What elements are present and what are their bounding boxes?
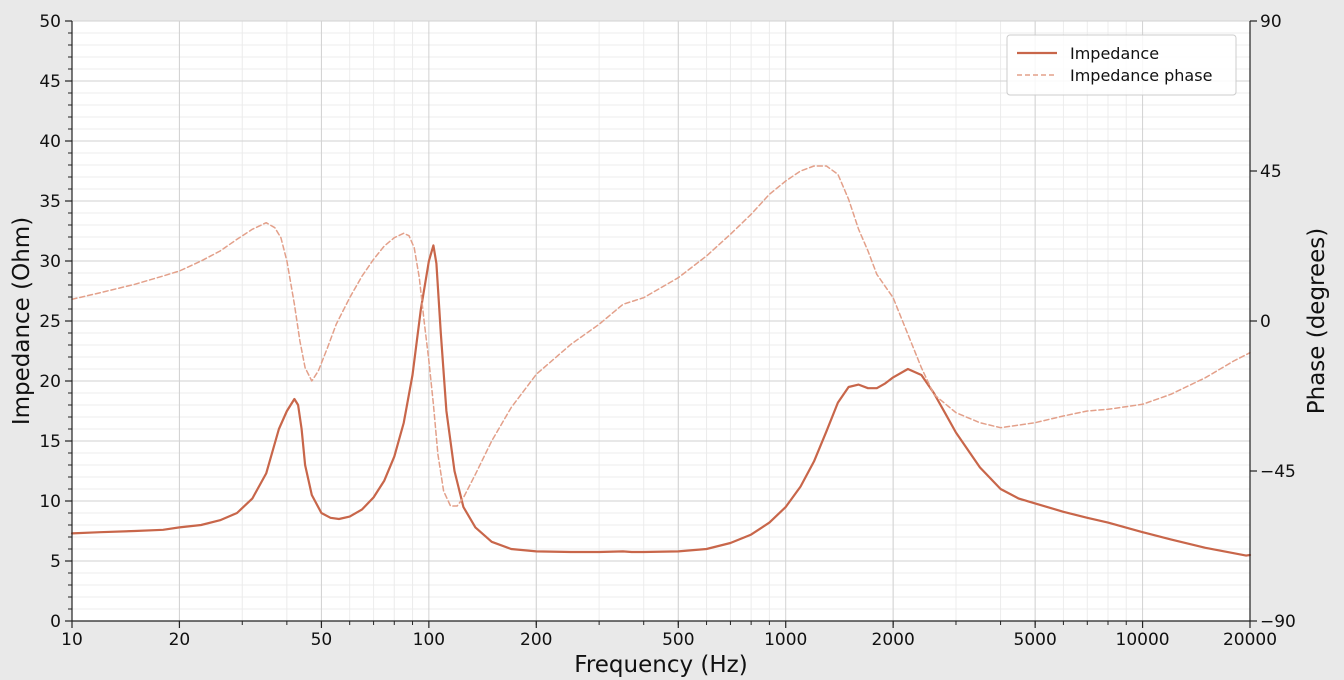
y2-axis-title: Phase (degrees) [1304, 228, 1330, 415]
y-tick-label: 40 [39, 132, 61, 152]
y-axis-title: Impedance (Ohm) [9, 217, 35, 425]
x-tick-label: 20 [169, 630, 191, 650]
legend-label-impedance: Impedance [1070, 44, 1159, 63]
y2-tick-label: 0 [1260, 312, 1271, 332]
y-tick-label: 20 [39, 372, 61, 392]
y-tick-label: 35 [39, 192, 61, 212]
x-axis-title: Frequency (Hz) [574, 652, 747, 678]
y-tick-label: 5 [50, 552, 61, 572]
x-tick-label: 200 [520, 630, 552, 650]
legend-label-impedance-phase: Impedance phase [1070, 66, 1212, 85]
ticks-layer: 0 5 10 15 20 25 30 35 40 45 50 10 20 50 100 200 500 1000 2… [39, 12, 1296, 650]
x-tick-label: 20000 [1223, 630, 1277, 650]
y2-tick-label: −45 [1260, 462, 1296, 482]
y2-tick-label: 45 [1260, 162, 1282, 182]
y2-tick-label: 90 [1260, 12, 1282, 32]
y-tick-label: 15 [39, 432, 61, 452]
impedance-line [70, 244, 1252, 557]
legend: Impedance Impedance phase [1006, 34, 1237, 96]
y-tick-label: 50 [39, 12, 61, 32]
y-tick-label: 10 [39, 492, 61, 512]
legend-box [1006, 34, 1237, 96]
y-tick-label: 25 [39, 312, 61, 332]
x-tick-label: 100 [413, 630, 445, 650]
y2-tick-label: −90 [1260, 612, 1296, 632]
x-tick-label: 1000 [764, 630, 807, 650]
series-layer [70, 165, 1252, 557]
x-tick-label: 50 [311, 630, 333, 650]
y-tick-label: 45 [39, 72, 61, 92]
y-tick-label: 30 [39, 252, 61, 272]
x-tick-label: 5000 [1014, 630, 1057, 650]
x-tick-label: 500 [662, 630, 694, 650]
x-tick-label: 2000 [872, 630, 915, 650]
y-tick-label: 0 [50, 612, 61, 632]
x-tick-label: 10 [61, 630, 83, 650]
impedance-phase-line [71, 165, 1251, 507]
x-tick-label: 10000 [1116, 630, 1170, 650]
